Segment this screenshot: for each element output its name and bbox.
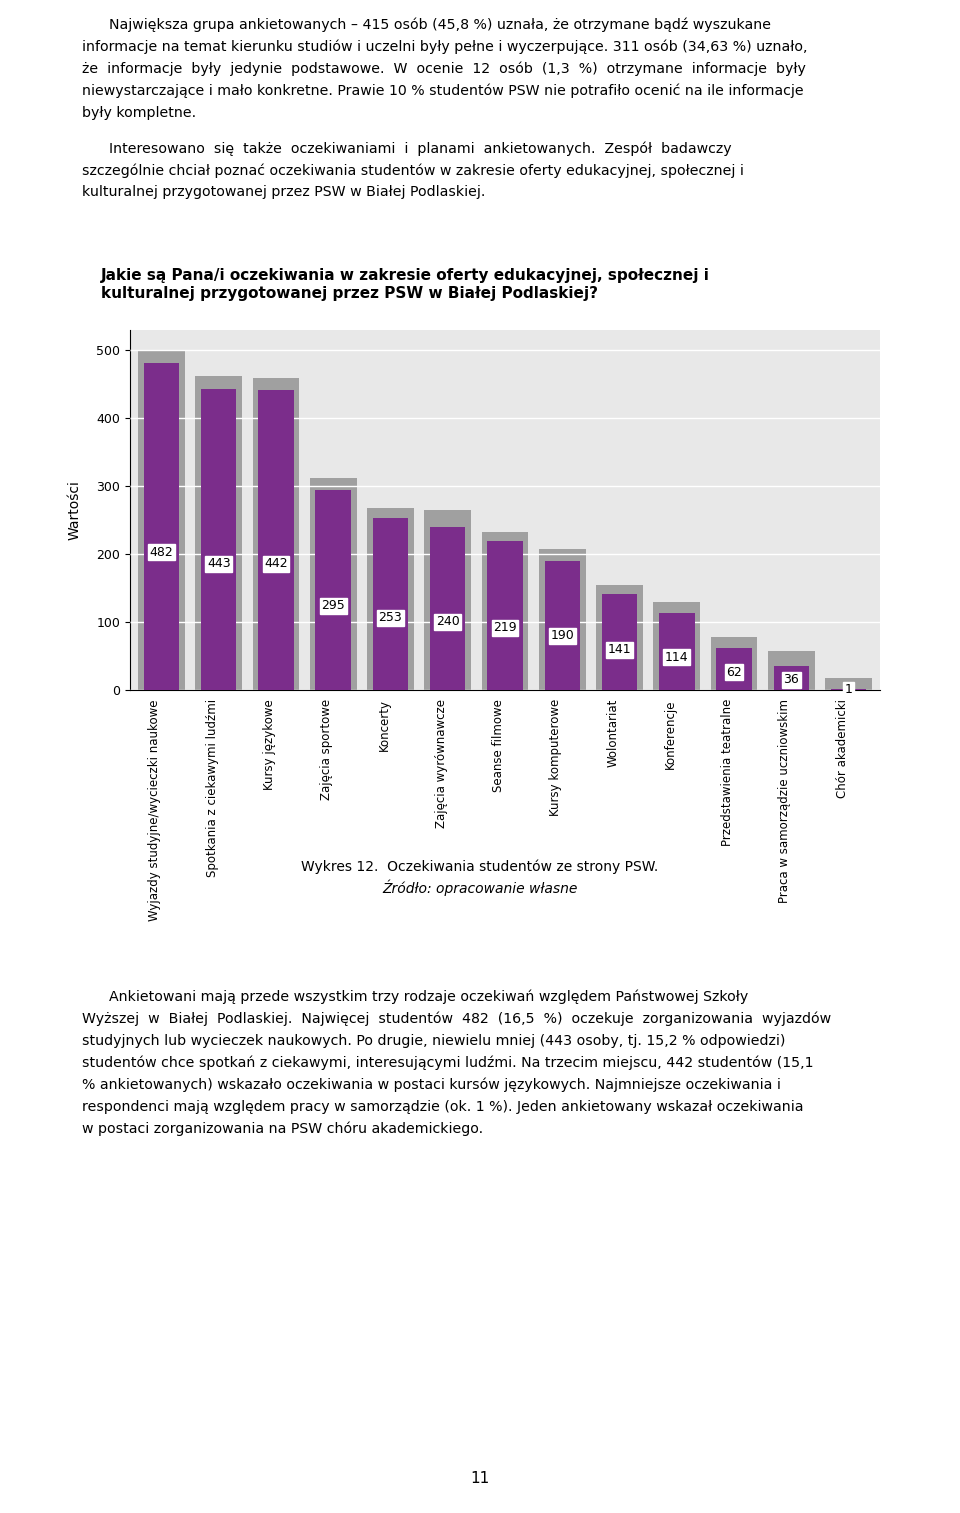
Text: 443: 443 (207, 557, 230, 570)
Text: 295: 295 (322, 599, 345, 613)
Text: 1: 1 (845, 684, 852, 696)
Text: studentów chce spotkań z ciekawymi, interesującymi ludźmi. Na trzecim miejscu, 4: studentów chce spotkań z ciekawymi, inte… (82, 1056, 813, 1071)
Text: niewystarczające i mało konkretne. Prawie 10 % studentów PSW nie potrafiło oceni: niewystarczające i mało konkretne. Prawi… (82, 85, 804, 98)
Text: Ankietowani mają przede wszystkim trzy rodzaje oczekiwań względem Państwowej Szk: Ankietowani mają przede wszystkim trzy r… (82, 990, 748, 1005)
Bar (596, 584, 643, 690)
Text: 253: 253 (378, 611, 402, 625)
Text: respondenci mają względem pracy w samorządzie (ok. 1 %). Jeden ankietowany wskaz: respondenci mają względem pracy w samorz… (82, 1100, 804, 1114)
Bar (138, 351, 185, 690)
Bar (201, 389, 236, 690)
Text: Jakie są Pana/i oczekiwania w zakresie oferty edukacyjnej, społecznej i: Jakie są Pana/i oczekiwania w zakresie o… (101, 268, 709, 283)
Text: informacje na temat kierunku studiów i uczelni były pełne i wyczerpujące. 311 os: informacje na temat kierunku studiów i u… (82, 39, 807, 54)
Bar (367, 508, 414, 690)
Text: 62: 62 (726, 666, 742, 679)
Bar (488, 542, 523, 690)
Text: Źródło: opracowanie własne: Źródło: opracowanie własne (382, 881, 578, 897)
Text: 442: 442 (264, 557, 288, 570)
Text: szczególnie chciał poznać oczekiwania studentów w zakresie oferty edukacyjnej, s: szczególnie chciał poznać oczekiwania st… (82, 163, 743, 177)
Bar (482, 533, 528, 690)
Y-axis label: Wartości: Wartości (67, 480, 82, 540)
Text: % ankietowanych) wskazało oczekiwania w postaci kursów językowych. Najmniejsze o: % ankietowanych) wskazało oczekiwania w … (82, 1077, 780, 1092)
Text: 190: 190 (550, 629, 574, 643)
Text: 240: 240 (436, 614, 460, 628)
Text: kulturalnej przygotowanej przez PSW w Białej Podlaskiej?: kulturalnej przygotowanej przez PSW w Bi… (101, 286, 598, 301)
Bar (774, 666, 809, 690)
Text: 219: 219 (493, 620, 516, 634)
Text: 36: 36 (783, 673, 799, 687)
Bar (252, 378, 300, 690)
Bar (659, 613, 694, 690)
Text: 482: 482 (150, 546, 174, 558)
Bar (372, 517, 408, 690)
Text: studyjnych lub wycieczek naukowych. Po drugie, niewielu mniej (443 osoby, tj. 15: studyjnych lub wycieczek naukowych. Po d… (82, 1033, 785, 1049)
Bar (654, 602, 700, 690)
Text: Największa grupa ankietowanych – 415 osób (45,8 %) uznała, że otrzymane bądź wys: Największa grupa ankietowanych – 415 osó… (82, 18, 771, 32)
Text: Wykres 12.  Oczekiwania studentów ze strony PSW.: Wykres 12. Oczekiwania studentów ze stro… (301, 859, 659, 875)
Bar (144, 363, 180, 690)
Bar (195, 377, 242, 690)
Text: 11: 11 (470, 1471, 490, 1486)
Text: Wyższej  w  Białej  Podlaskiej.  Najwięcej  studentów  482  (16,5  %)  oczekuje : Wyższej w Białej Podlaskiej. Najwięcej s… (82, 1012, 830, 1026)
Bar (768, 651, 815, 690)
Text: w postaci zorganizowania na PSW chóru akademickiego.: w postaci zorganizowania na PSW chóru ak… (82, 1123, 483, 1136)
Bar (825, 678, 872, 690)
Bar (710, 637, 757, 690)
Bar (602, 595, 637, 690)
Bar (430, 527, 466, 690)
Bar (316, 490, 351, 690)
Text: że  informacje  były  jedynie  podstawowe.  W  ocenie  12  osób  (1,3  %)  otrzy: że informacje były jedynie podstawowe. W… (82, 62, 805, 77)
Bar (544, 561, 580, 690)
Text: 114: 114 (665, 651, 688, 664)
Bar (258, 390, 294, 690)
Bar (424, 510, 471, 690)
Bar (716, 648, 752, 690)
Text: kulturalnej przygotowanej przez PSW w Białej Podlaskiej.: kulturalnej przygotowanej przez PSW w Bi… (82, 185, 485, 200)
Text: były kompletne.: były kompletne. (82, 106, 196, 120)
Bar (539, 549, 586, 690)
Bar (310, 478, 357, 690)
Text: Interesowano  się  także  oczekiwaniami  i  planami  ankietowanych.  Zespół  bad: Interesowano się także oczekiwaniami i p… (82, 141, 732, 156)
Text: 141: 141 (608, 643, 632, 657)
